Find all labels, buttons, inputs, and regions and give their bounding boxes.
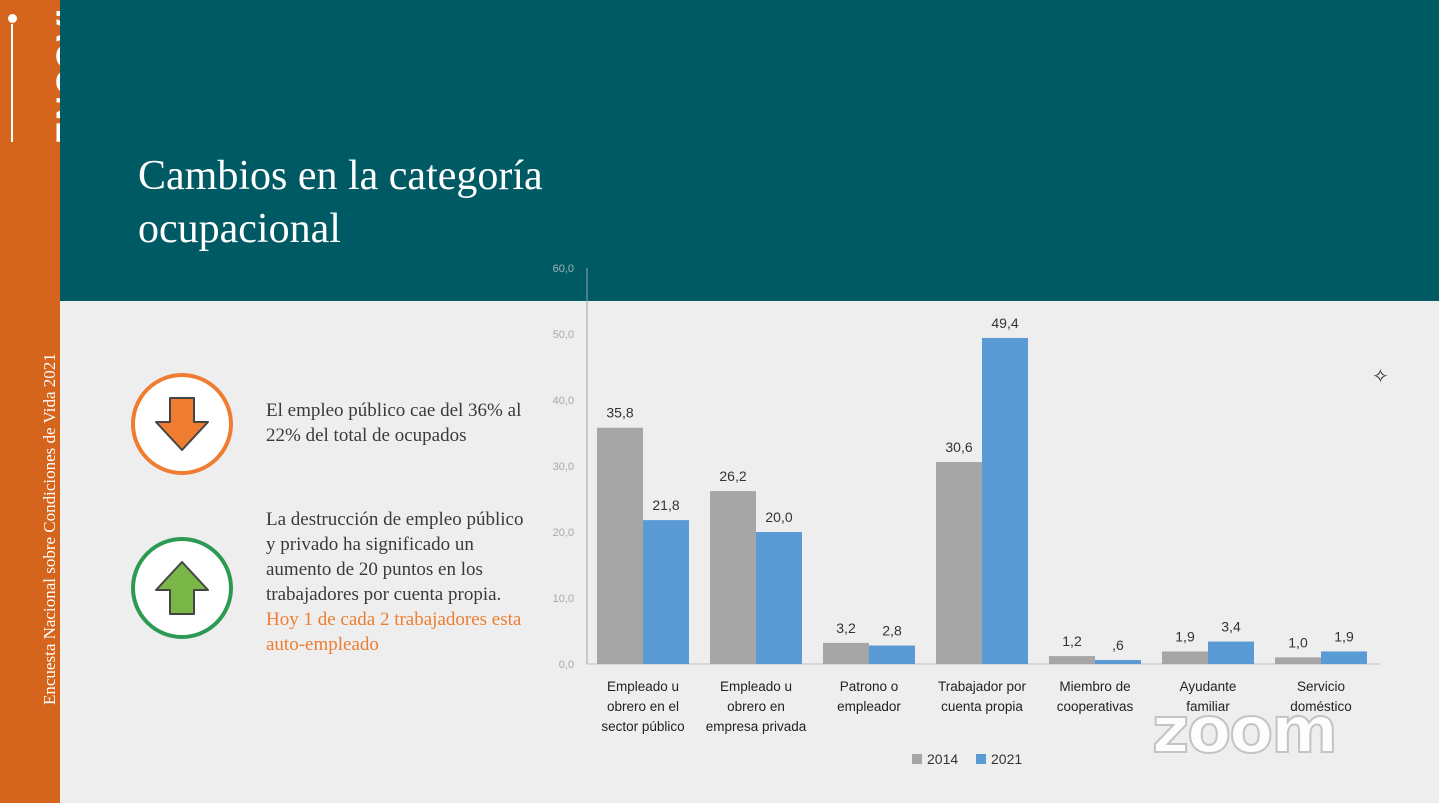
sidebar: ENCOVI Encuesta Nacional sobre Condicion…: [0, 0, 88, 803]
bar-2021: [756, 532, 802, 664]
data-label-2021: 2,8: [882, 623, 902, 639]
y-tick-label: 20,0: [553, 527, 574, 539]
y-tick-label: 40,0: [553, 395, 574, 407]
bar-2021: [1095, 660, 1141, 664]
x-tick-label: empresa privada: [706, 719, 807, 734]
data-label-2014: 3,2: [836, 620, 856, 636]
y-tick-label: 50,0: [553, 329, 574, 341]
bar-2021: [1208, 641, 1254, 664]
logo-line: [11, 24, 13, 142]
x-tick-label: obrero en: [727, 699, 785, 714]
legend-label-2014: 2014: [927, 751, 958, 767]
data-label-2021: ,6: [1112, 637, 1124, 653]
data-label-2014: 1,9: [1175, 628, 1195, 644]
note-self-employment-highlight: Hoy 1 de cada 2 trabajadores esta auto-e…: [266, 609, 522, 655]
bar-2014: [597, 427, 643, 664]
bar-2014: [823, 642, 869, 664]
y-tick-label: 0,0: [559, 659, 574, 671]
data-label-2021: 1,9: [1334, 628, 1354, 644]
up-arrow-icon: [155, 561, 209, 615]
y-tick-label: 10,0: [553, 593, 574, 605]
up-arrow-badge: [131, 537, 233, 639]
data-label-2014: 26,2: [719, 468, 746, 484]
x-tick-label: doméstico: [1290, 699, 1352, 714]
sparkle-icon: ✧: [1372, 366, 1389, 388]
y-tick-label: 60,0: [553, 263, 574, 275]
data-label-2021: 3,4: [1221, 619, 1241, 635]
y-tick-label: 30,0: [553, 461, 574, 473]
x-tick-label: Ayudante: [1180, 679, 1237, 694]
data-label-2021: 20,0: [765, 509, 792, 525]
legend-swatch-2014: [912, 754, 922, 764]
x-tick-label: Miembro de: [1059, 679, 1130, 694]
x-tick-label: familiar: [1186, 699, 1230, 714]
legend-label-2021: 2021: [991, 751, 1022, 767]
zoom-watermark: zoom: [1151, 693, 1339, 769]
bar-2014: [1275, 657, 1321, 664]
bar-2014: [1162, 651, 1208, 664]
x-tick-label: cooperativas: [1057, 699, 1134, 714]
x-tick-label: Empleado u: [720, 679, 792, 694]
bar-2021: [982, 337, 1028, 664]
bar-2014: [936, 462, 982, 664]
bar-2021: [1321, 651, 1367, 664]
data-label-2021: 21,8: [652, 497, 679, 513]
legend-swatch-2021: [976, 754, 986, 764]
data-label-2021: 49,4: [991, 315, 1018, 331]
note-self-employment-main: La destrucción de empleo público y priva…: [266, 509, 524, 605]
x-tick-label: Trabajador por: [938, 679, 1027, 694]
x-tick-label: Empleado u: [607, 679, 679, 694]
slide-header: [60, 0, 1439, 301]
data-label-2014: 1,2: [1062, 633, 1082, 649]
x-tick-label: obrero en el: [607, 699, 679, 714]
bar-2021: [643, 520, 689, 664]
bar-2014: [710, 491, 756, 664]
bar-2014: [1049, 656, 1095, 664]
x-tick-label: Servicio: [1297, 679, 1345, 694]
note-public-employment: El empleo público cae del 36% al 22% del…: [266, 400, 522, 446]
encovi-logo: ENCOVI: [0, 0, 88, 150]
note-self-employment: La destrucción de empleo público y priva…: [266, 507, 536, 657]
data-label-2014: 35,8: [606, 405, 633, 421]
x-tick-label: cuenta propia: [941, 699, 1023, 714]
slide-title: Cambios en la categoría ocupacional: [138, 153, 543, 252]
data-label-2014: 30,6: [945, 439, 972, 455]
x-tick-label: empleador: [837, 699, 901, 714]
bar-2021: [869, 645, 915, 664]
logo-dot: [8, 14, 17, 23]
data-label-2014: 1,0: [1288, 634, 1308, 650]
x-tick-label: sector público: [601, 719, 684, 734]
down-arrow-badge: [131, 373, 233, 475]
down-arrow-icon: [155, 397, 209, 451]
x-tick-label: Patrono o: [840, 679, 899, 694]
